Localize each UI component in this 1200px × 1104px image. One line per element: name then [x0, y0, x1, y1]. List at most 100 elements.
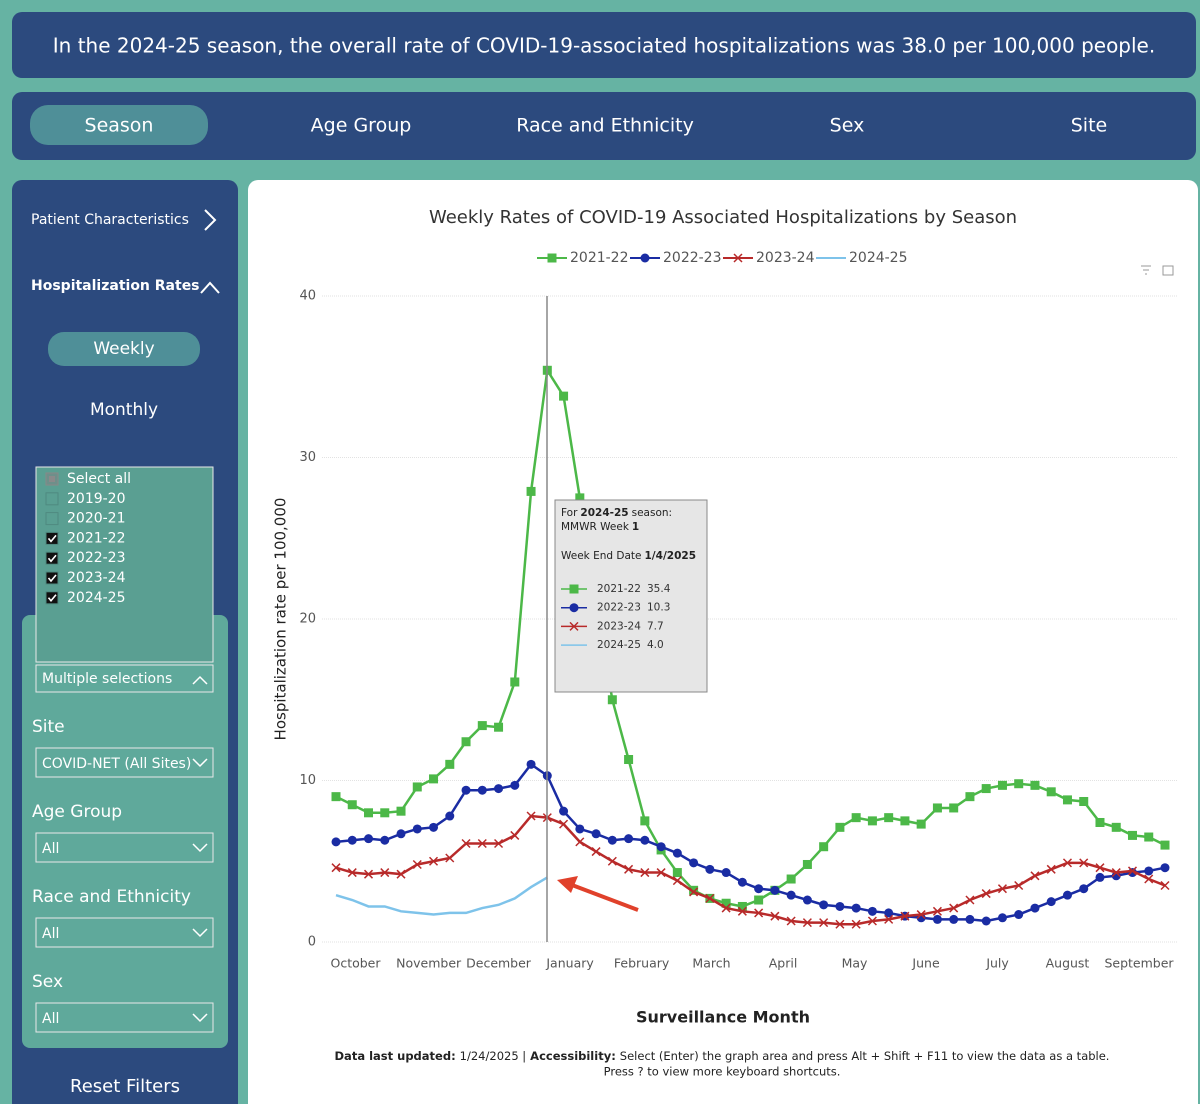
tab-label[interactable]: Site: [1071, 115, 1107, 137]
tab-label[interactable]: Race and Ethnicity: [516, 115, 694, 137]
point: [721, 868, 731, 878]
point: [1079, 858, 1089, 868]
filter-select[interactable]: [35, 747, 214, 778]
point: [932, 906, 942, 916]
checkbox[interactable]: [45, 512, 59, 526]
checkbox[interactable]: [45, 551, 59, 565]
point: [429, 822, 439, 832]
checkbox[interactable]: [45, 591, 59, 605]
checkbox[interactable]: [45, 571, 59, 585]
point: [1014, 910, 1024, 920]
view-label[interactable]: Monthly: [90, 400, 158, 420]
point: [997, 780, 1007, 790]
season-select[interactable]: [35, 664, 214, 693]
point: [689, 885, 699, 895]
season-option[interactable]: 2020-21: [67, 511, 126, 527]
tab-label[interactable]: Sex: [830, 115, 865, 137]
checkmark[interactable]: [47, 574, 57, 583]
chevron-up[interactable]: [200, 281, 220, 294]
point: [640, 816, 650, 826]
filter-icon[interactable]: [1141, 265, 1151, 275]
focus-icon[interactable]: [1162, 265, 1174, 276]
point: [526, 811, 536, 821]
filter-select[interactable]: [35, 832, 214, 863]
tab-label[interactable]: Season: [85, 115, 154, 137]
legend-label[interactable]: 2022-23: [663, 250, 722, 266]
season-option[interactable]: Select all: [67, 471, 131, 487]
legend-item[interactable]: 2021-22: [537, 250, 629, 266]
checkmark[interactable]: [47, 594, 57, 603]
chevron-down[interactable]: [192, 758, 208, 768]
x-tick-label: August: [1046, 956, 1090, 971]
footer-line-1: Data last updated: 1/24/2025 | Accessibili…: [335, 1049, 1110, 1063]
x-tick-label: October: [330, 956, 381, 971]
point: [380, 808, 390, 818]
chevron-down[interactable]: [192, 928, 208, 938]
filter-label: Age Group: [32, 802, 122, 822]
section-label[interactable]: Hospitalization Rates: [31, 278, 200, 294]
point: [981, 889, 991, 899]
tab[interactable]: Sex: [830, 115, 865, 137]
tab[interactable]: Season: [30, 105, 208, 145]
legend-label[interactable]: 2021-22: [570, 250, 629, 266]
point: [884, 813, 894, 823]
view-label[interactable]: Weekly: [93, 339, 154, 359]
legend-item[interactable]: 2024-25: [816, 250, 908, 266]
tab[interactable]: Age Group: [311, 115, 412, 137]
season-option[interactable]: 2021-22: [67, 530, 126, 546]
point: [884, 914, 894, 924]
point: [396, 829, 406, 839]
y-axis-label: Hospitalization rate per 100,000: [272, 498, 290, 741]
point: [672, 868, 682, 878]
filter-value[interactable]: All: [42, 1011, 59, 1027]
checkmark[interactable]: [47, 534, 57, 543]
section-label[interactable]: Patient Characteristics: [31, 212, 189, 228]
point: [607, 695, 617, 705]
partial-mark[interactable]: [49, 476, 55, 482]
filter-value[interactable]: All: [42, 841, 59, 857]
filter-value[interactable]: All: [42, 926, 59, 942]
point: [347, 800, 357, 810]
point: [591, 847, 601, 857]
point: [445, 759, 455, 769]
tooltip-marker: [569, 603, 579, 613]
chevron-down[interactable]: [192, 843, 208, 853]
legend-label[interactable]: 2024-25: [849, 250, 908, 266]
checkbox[interactable]: [45, 492, 59, 506]
season-option[interactable]: 2022-23: [67, 550, 126, 566]
filter-value[interactable]: COVID-NET (All Sites): [42, 756, 191, 772]
filter-select[interactable]: [35, 1002, 214, 1033]
checkbox[interactable]: [45, 531, 59, 545]
view-active-pill[interactable]: [48, 332, 200, 366]
point: [802, 918, 812, 928]
season-option[interactable]: 2023-24: [67, 570, 126, 586]
tab[interactable]: Site: [1071, 115, 1107, 137]
season-select-value[interactable]: Multiple selections: [42, 671, 172, 687]
legend-item[interactable]: 2023-24: [723, 250, 815, 266]
point: [981, 916, 991, 926]
chevron-up[interactable]: [192, 675, 208, 685]
tab-active-pill[interactable]: [30, 105, 208, 145]
chart-icons[interactable]: [1141, 265, 1174, 276]
point: [754, 895, 764, 905]
x-tick-label: January: [545, 956, 594, 971]
tooltip-marker: [569, 621, 579, 631]
point: [1046, 897, 1056, 907]
season-option[interactable]: 2019-20: [67, 491, 126, 507]
season-option[interactable]: 2024-25: [67, 590, 126, 606]
legend-label[interactable]: 2023-24: [756, 250, 815, 266]
point: [461, 737, 471, 747]
series-line: [335, 814, 1166, 926]
point: [851, 903, 861, 913]
chevron-down[interactable]: [192, 1013, 208, 1023]
reset-filters[interactable]: Reset Filters: [70, 1076, 180, 1097]
checkmark[interactable]: [47, 554, 57, 563]
tab-label[interactable]: Age Group: [311, 115, 412, 137]
legend-item[interactable]: 2022-23: [630, 250, 722, 266]
point: [1079, 884, 1089, 894]
tab[interactable]: Race and Ethnicity: [516, 115, 694, 137]
point: [591, 829, 601, 839]
chevron-right[interactable]: [204, 209, 217, 231]
y-tick-label: 0: [308, 935, 316, 950]
filter-select[interactable]: [35, 917, 214, 948]
